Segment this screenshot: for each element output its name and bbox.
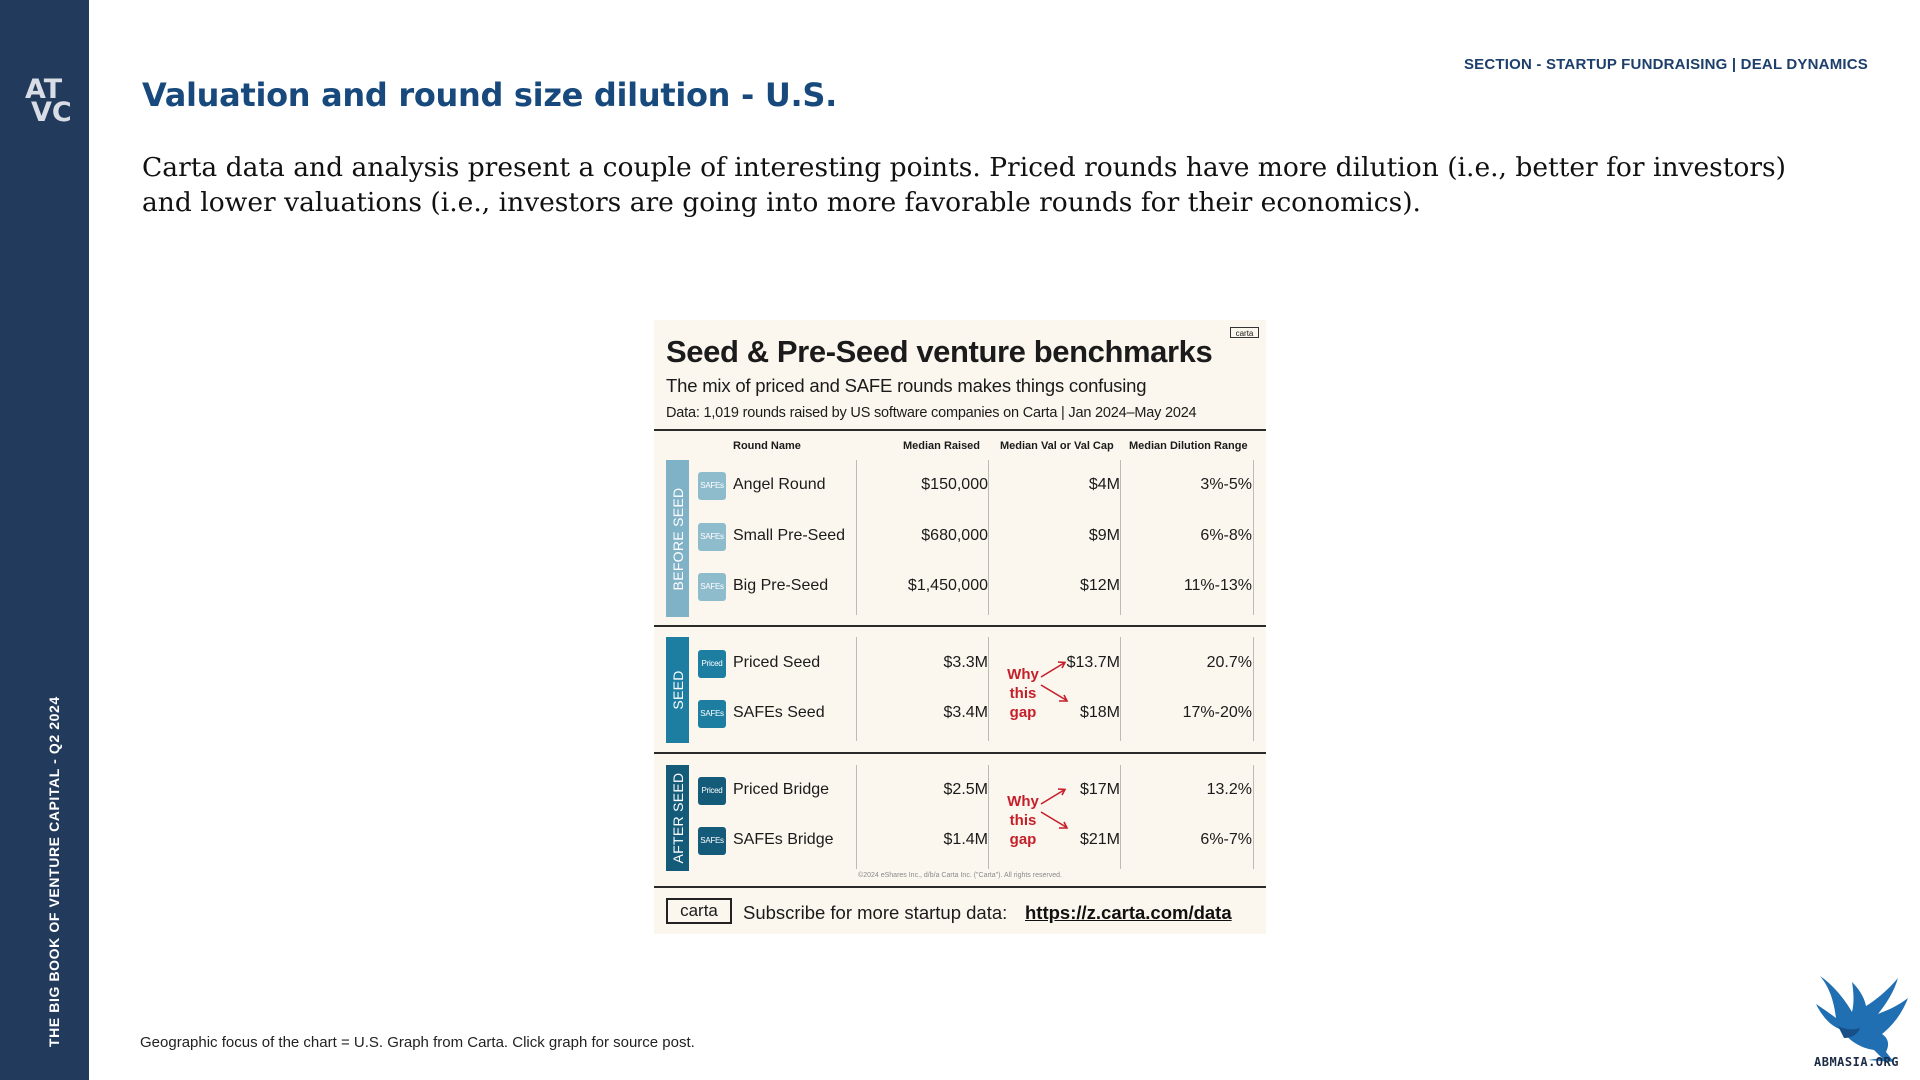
- round-name: Priced Bridge: [733, 781, 830, 798]
- median-raised: $3.3M: [943, 654, 988, 671]
- median-valuation: $13.7M: [1066, 654, 1120, 671]
- carta-benchmark-graphic[interactable]: carta Seed & Pre-Seed venture benchmarks…: [654, 320, 1266, 934]
- gap-arrows-icon: [1040, 788, 1069, 829]
- col-header-median-valuation: Median Val or Val Cap: [1000, 440, 1114, 452]
- safes-badge: SAFEs: [698, 573, 726, 601]
- group-label-before-seed: BEFORE SEED: [669, 487, 686, 590]
- round-name: SAFEs Bridge: [733, 831, 834, 848]
- column-divider: [1253, 637, 1254, 741]
- round-name: Big Pre-Seed: [733, 577, 829, 594]
- median-dilution: 6%-8%: [1200, 527, 1252, 544]
- column-divider: [1253, 460, 1254, 615]
- intro-paragraph: Carta data and analysis present a couple…: [142, 152, 1786, 218]
- subscribe-text: Subscribe for more startup data:: [743, 902, 1008, 923]
- median-valuation: $4M: [1088, 476, 1120, 493]
- round-name: Small Pre-Seed: [733, 527, 846, 544]
- round-name: Angel Round: [733, 476, 826, 493]
- group-rule: [654, 752, 1266, 754]
- median-valuation: $12M: [1079, 577, 1120, 594]
- safes-badge: SAFEs: [698, 523, 726, 551]
- column-divider: [988, 637, 989, 741]
- column-divider: [988, 460, 989, 615]
- median-dilution: 20.7%: [1206, 654, 1252, 671]
- column-divider: [1120, 460, 1121, 615]
- group-label-after-seed: AFTER SEED: [669, 772, 686, 864]
- round-name: SAFEs Seed: [733, 704, 825, 721]
- logo-line-1: AT: [25, 74, 63, 105]
- median-raised: $150,000: [921, 476, 988, 493]
- safes-badge: SAFEs: [698, 700, 726, 728]
- median-valuation: $21M: [1079, 831, 1120, 848]
- graphic-title: Seed & Pre-Seed venture benchmarks: [666, 334, 1213, 369]
- watermark-text: ABMASIA.ORG: [1814, 1055, 1899, 1069]
- header-rule: [654, 429, 1266, 431]
- median-valuation: $17M: [1079, 781, 1120, 798]
- atvc-logo: AT VC: [20, 74, 72, 130]
- carta-data-link[interactable]: https://z.carta.com/data: [1025, 902, 1232, 923]
- column-divider: [1120, 765, 1121, 869]
- priced-badge: Priced: [698, 777, 726, 805]
- footnote: Geographic focus of the chart = U.S. Gra…: [140, 1034, 695, 1051]
- graphic-source: Data: 1,019 rounds raised by US software…: [666, 405, 1197, 421]
- column-divider: [856, 637, 857, 741]
- median-dilution: 6%-7%: [1200, 831, 1252, 848]
- median-raised: $1,450,000: [907, 577, 988, 594]
- col-header-round-name: Round Name: [733, 440, 801, 452]
- eagle-logo-icon: [1816, 976, 1908, 1062]
- section-label: SECTION - STARTUP FUNDRAISING | DEAL DYN…: [1463, 56, 1868, 73]
- column-divider: [988, 765, 989, 869]
- median-valuation: $9M: [1088, 527, 1120, 544]
- safes-badge: SAFEs: [698, 472, 726, 500]
- note-word: this: [1009, 685, 1037, 702]
- column-divider: [856, 460, 857, 615]
- safes-badge: SAFEs: [698, 827, 726, 855]
- book-title-vertical: THE BIG BOOK OF VENTURE CAPITAL - Q2 202…: [46, 696, 62, 1047]
- col-header-median-dilution: Median Dilution Range: [1129, 440, 1248, 452]
- median-dilution: 11%-13%: [1183, 577, 1252, 594]
- group-label-seed: SEED: [669, 670, 686, 710]
- note-word: gap: [1009, 831, 1037, 848]
- median-raised: $3.4M: [943, 704, 988, 721]
- column-divider: [1253, 765, 1254, 869]
- why-this-gap-note: Why this gap: [1001, 792, 1045, 849]
- carta-logo: carta: [1230, 327, 1259, 338]
- priced-badge: Priced: [698, 650, 726, 678]
- graphic-subtitle: The mix of priced and SAFE rounds makes …: [666, 375, 1147, 396]
- round-name: Priced Seed: [733, 654, 821, 671]
- why-this-gap-note: Why this gap: [1001, 665, 1045, 722]
- group-bar-after-seed: AFTER SEED: [666, 765, 689, 871]
- note-word: Why: [1007, 793, 1039, 810]
- note-word: this: [1009, 812, 1037, 829]
- group-rule: [654, 625, 1266, 627]
- median-dilution: 17%-20%: [1182, 704, 1252, 721]
- footer-rule: [654, 886, 1266, 888]
- group-bar-before-seed: BEFORE SEED: [666, 460, 689, 617]
- note-word: gap: [1009, 704, 1037, 721]
- sidebar: AT VC THE BIG BOOK OF VENTURE CAPITAL - …: [0, 0, 89, 1080]
- column-divider: [1120, 637, 1121, 741]
- copyright-note: ©2024 eShares Inc., d/b/a Carta Inc. ("C…: [858, 872, 1062, 879]
- note-word: Why: [1007, 666, 1039, 683]
- median-dilution: 3%-5%: [1200, 476, 1252, 493]
- gap-arrows-icon: [1040, 661, 1069, 702]
- median-raised: $680,000: [921, 527, 988, 544]
- median-raised: $1.4M: [943, 831, 988, 848]
- page-title: Valuation and round size dilution - U.S.: [142, 76, 837, 114]
- column-divider: [856, 765, 857, 869]
- carta-footer-logo: carta: [666, 898, 732, 924]
- median-raised: $2.5M: [943, 781, 988, 798]
- col-header-median-raised: Median Raised: [903, 440, 981, 452]
- logo-line-2: VC: [31, 97, 72, 128]
- median-dilution: 13.2%: [1206, 781, 1252, 798]
- median-valuation: $18M: [1079, 704, 1120, 721]
- group-bar-seed: SEED: [666, 637, 689, 743]
